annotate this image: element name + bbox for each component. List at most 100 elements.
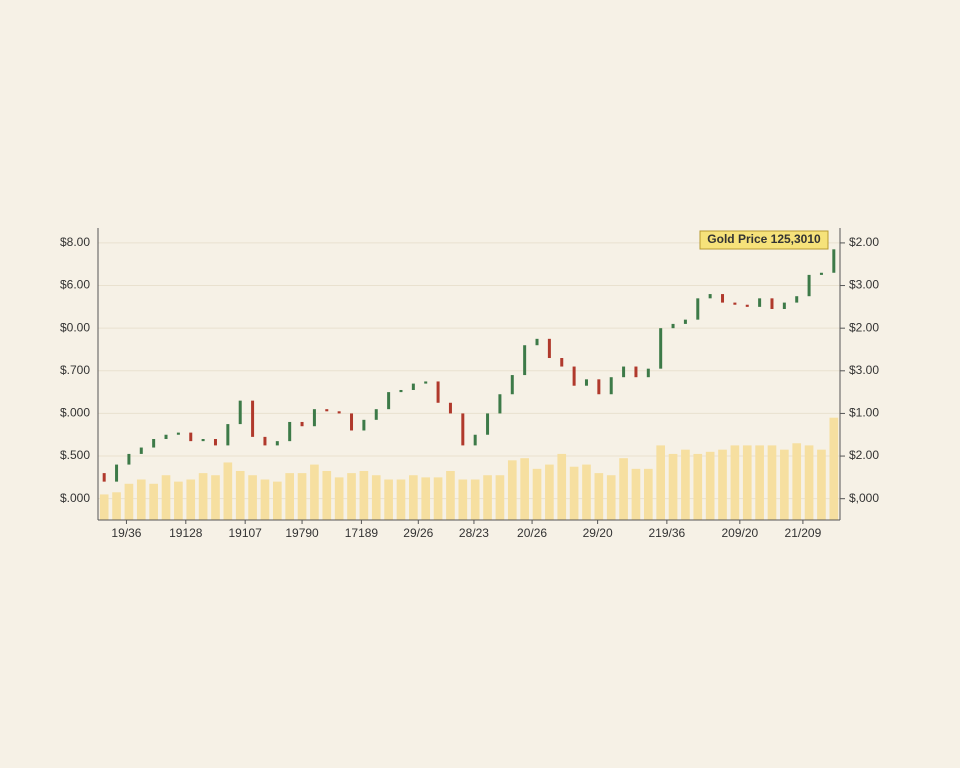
y2-tick-label: $2.00 — [849, 448, 879, 462]
volume-bar — [322, 470, 332, 520]
volume-bar — [161, 475, 171, 520]
candle — [374, 409, 378, 420]
candle — [461, 413, 465, 446]
candle — [622, 366, 626, 378]
y-tick-label: $.000 — [60, 406, 90, 420]
candle — [634, 366, 638, 378]
y-tick-label: $.700 — [60, 363, 90, 377]
y-tick-label: $0.00 — [60, 320, 90, 334]
y2-tick-label: $1.00 — [849, 406, 879, 420]
candle — [498, 394, 502, 414]
volume-bar — [545, 464, 554, 520]
volume-bar — [396, 479, 406, 520]
y2-tick-label: $3.00 — [849, 363, 879, 377]
candle — [238, 400, 242, 425]
volume-bar — [569, 466, 579, 520]
volume-bar — [384, 479, 393, 520]
volume-bar — [211, 475, 220, 520]
candle — [646, 368, 650, 378]
candle — [733, 302, 737, 305]
x-tick-label: 19107 — [228, 526, 262, 540]
volume-bar — [248, 475, 257, 520]
volume-bar — [780, 449, 789, 520]
candle — [721, 294, 725, 303]
candle — [288, 421, 292, 442]
x-tick-label: 20/26 — [517, 526, 547, 540]
candle — [448, 402, 452, 414]
x-tick-label: 17189 — [345, 526, 379, 540]
candle — [473, 434, 477, 446]
volume-bar — [681, 449, 690, 520]
candle — [411, 383, 415, 390]
volume-bar — [594, 473, 604, 520]
volume-bar — [557, 453, 567, 520]
y-tick-label: $8.00 — [60, 235, 90, 249]
candle — [770, 298, 774, 309]
volume-bar — [495, 475, 505, 520]
volume-bar — [124, 483, 134, 520]
candle — [387, 392, 391, 410]
volume-bar — [483, 475, 492, 520]
volume-bar — [792, 443, 802, 520]
candle — [696, 298, 700, 320]
candle — [164, 434, 168, 440]
candle — [510, 375, 514, 395]
candle — [572, 366, 576, 386]
volume-bar — [99, 494, 109, 520]
volume-bar — [409, 475, 418, 520]
volume-bar — [767, 445, 777, 520]
candle — [362, 419, 366, 431]
volume-bar — [149, 483, 158, 520]
candle — [486, 413, 490, 435]
volume-bar — [446, 470, 455, 520]
volume-bar — [742, 445, 752, 520]
volume-bar — [668, 453, 678, 520]
candle — [337, 411, 341, 414]
candle — [547, 338, 551, 359]
y-tick-label: $.500 — [60, 448, 90, 462]
volume-bar — [817, 449, 826, 520]
volume-bar — [260, 479, 270, 520]
volume-bar — [285, 473, 295, 520]
candle — [226, 424, 230, 446]
candle — [201, 439, 205, 442]
volume-bar — [470, 479, 480, 520]
volume-bar — [520, 458, 529, 520]
volume-bar — [718, 449, 727, 520]
candle — [795, 296, 799, 303]
candle — [683, 319, 687, 324]
candle — [127, 453, 131, 465]
candle — [176, 432, 180, 435]
volume-bar — [359, 470, 369, 520]
volume-bar — [421, 477, 431, 520]
volume-bar — [433, 477, 443, 520]
volume-bar — [458, 479, 468, 520]
volume-bar — [347, 473, 356, 520]
volume-bar — [619, 458, 628, 520]
volume-bar — [235, 470, 245, 520]
candle — [300, 421, 304, 427]
candle — [807, 274, 811, 297]
volume-bar — [371, 475, 381, 520]
candle — [597, 379, 601, 395]
y2-tick-label: $2.00 — [849, 320, 879, 334]
candle — [350, 413, 354, 431]
volume-bar — [112, 492, 121, 520]
x-tick-label: 19790 — [285, 526, 319, 540]
candle — [659, 328, 663, 369]
volume-bar — [186, 479, 196, 520]
candle — [275, 441, 279, 446]
candle — [819, 272, 823, 275]
x-tick-label: 19128 — [169, 526, 203, 540]
x-tick-label: 29/26 — [403, 526, 433, 540]
volume-bar — [656, 445, 666, 520]
candle — [251, 400, 255, 437]
volume-bar — [532, 468, 542, 520]
volume-bar — [730, 445, 740, 520]
volume-bar — [136, 479, 146, 520]
volume-bar — [643, 468, 653, 520]
candle — [312, 409, 316, 427]
volume-bar — [310, 464, 319, 520]
